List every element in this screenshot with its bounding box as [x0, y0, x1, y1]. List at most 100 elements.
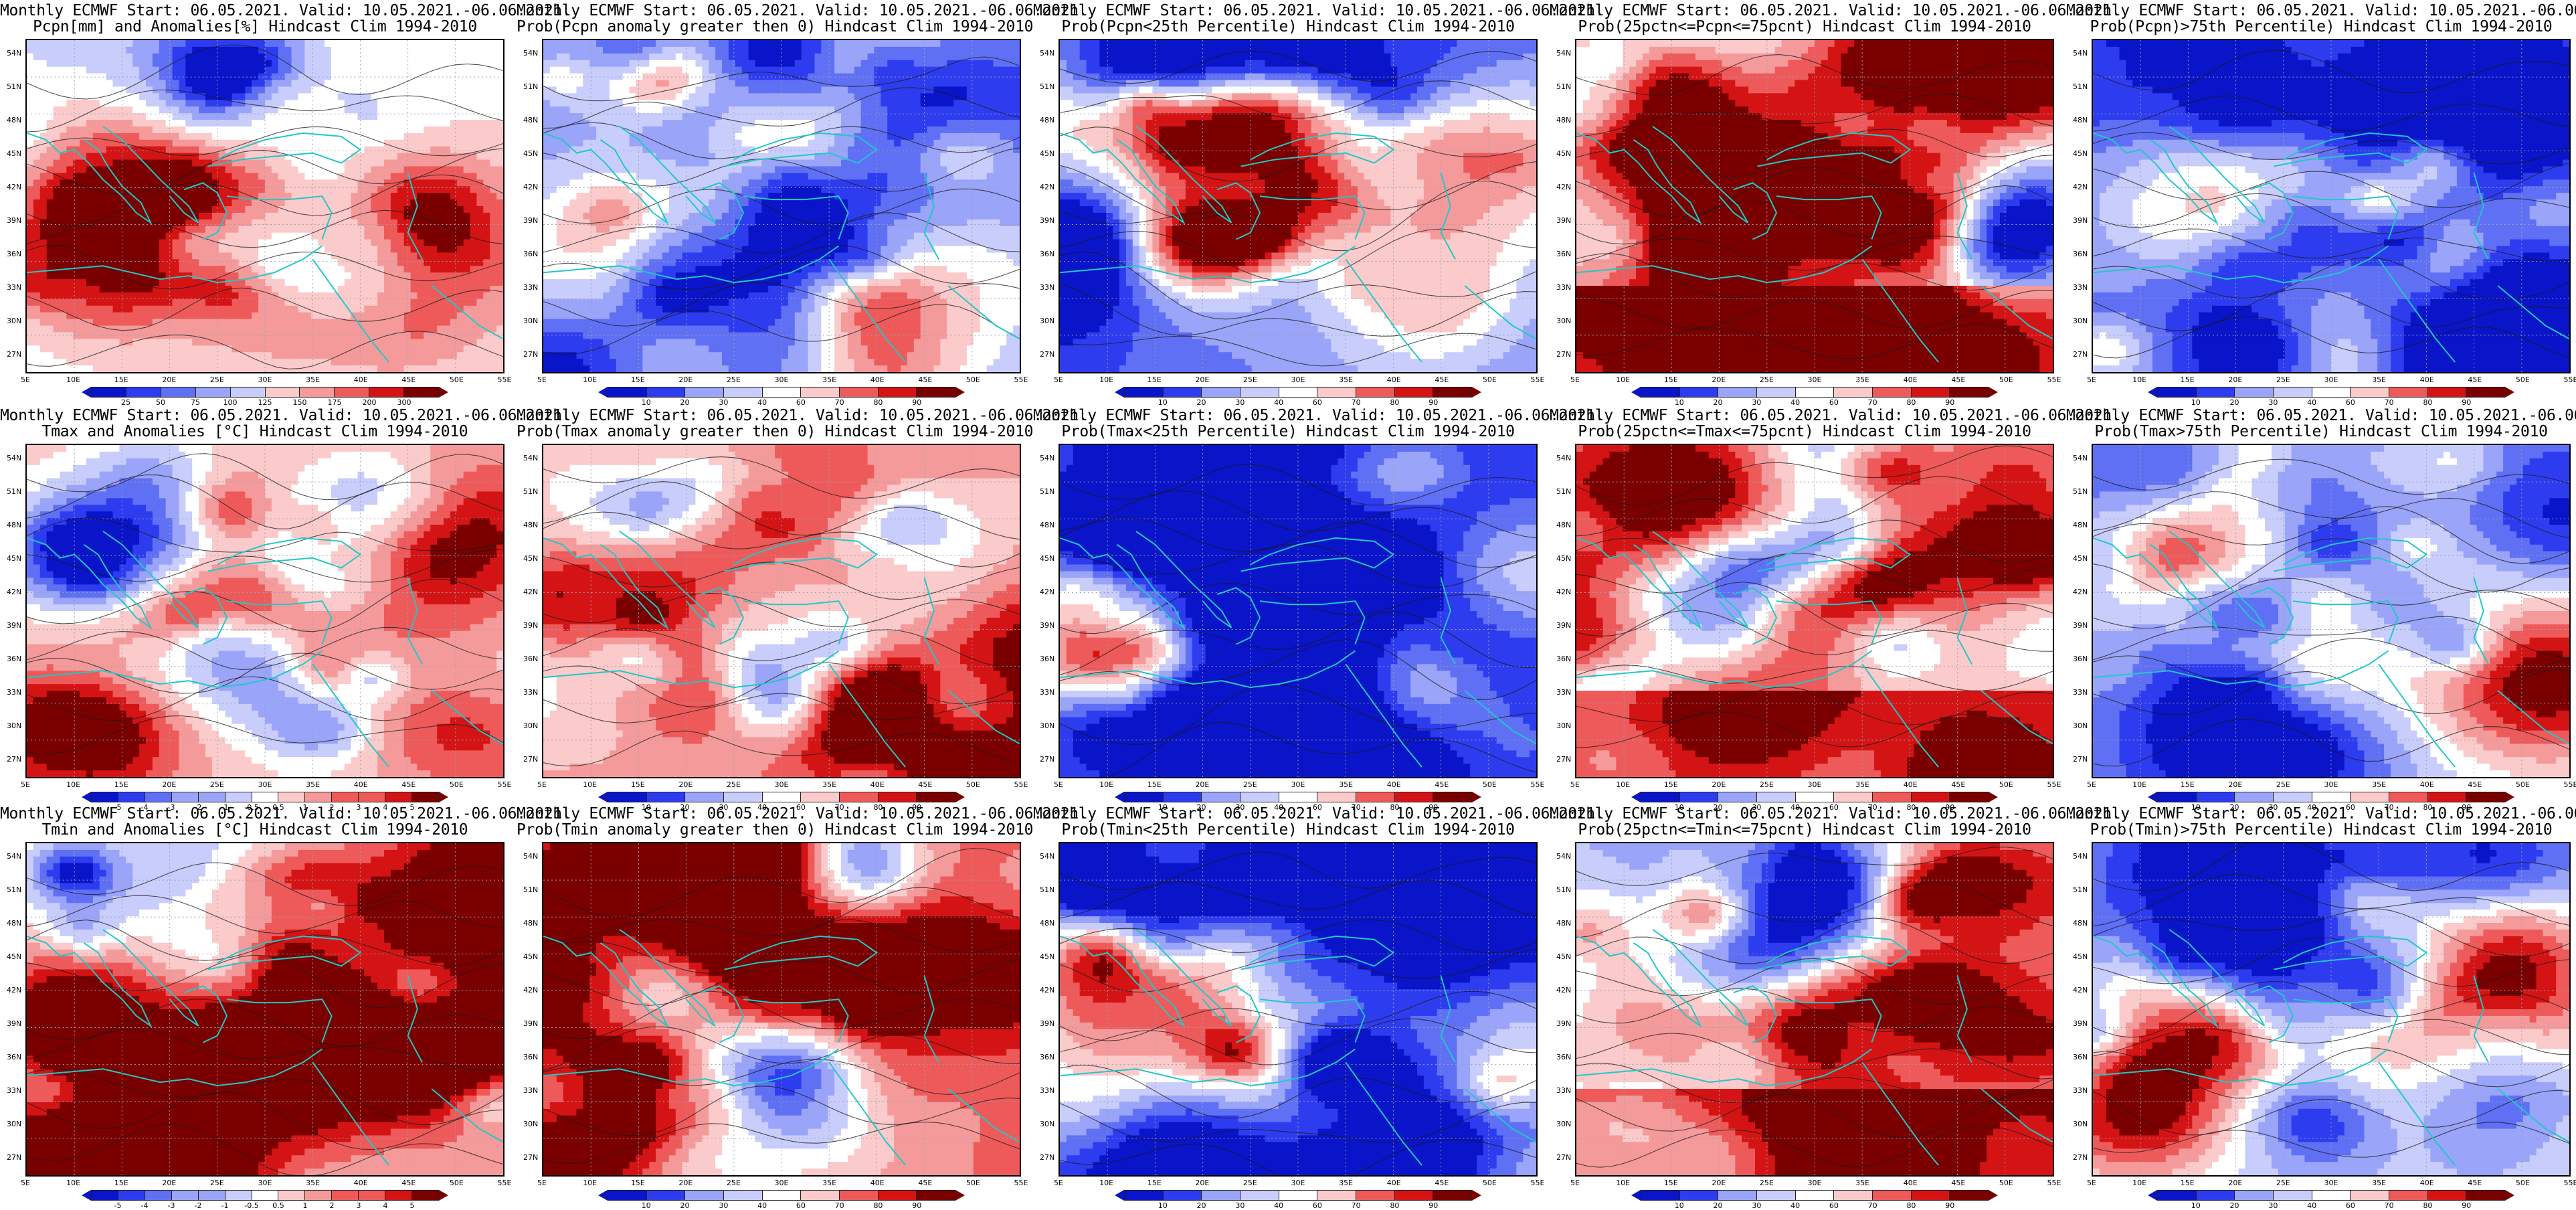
map-svg — [543, 843, 1020, 1175]
colorbar-swatch — [172, 1190, 199, 1201]
forecast-map — [1059, 842, 1538, 1177]
colorbar-swatch — [801, 1190, 840, 1201]
colorbar-tick-label: 30 — [2268, 1202, 2278, 1210]
map-svg — [1576, 40, 2053, 372]
colorbar-swatch — [2274, 387, 2312, 398]
panel-title-line2: Prob(25pctn<=Tmax<=75pcnt) Hindcast Clim… — [1550, 424, 2059, 440]
lon-tick-label: 40E — [1904, 376, 1918, 384]
lon-tick-label: 40E — [354, 781, 368, 789]
map-svg — [27, 40, 503, 372]
lat-tick-label: 54N — [523, 50, 538, 58]
lat-tick-label: 42N — [2073, 588, 2088, 596]
colorbar-tick-label: 90 — [912, 1202, 921, 1210]
lat-tick-label: 39N — [523, 217, 538, 225]
map-panel: Monthly ECMWF Start: 06.05.2021. Valid: … — [0, 0, 510, 402]
colorbar-swatch — [724, 1190, 763, 1201]
lat-tick-label: 42N — [1040, 183, 1054, 191]
lon-tick-label: 30E — [1808, 781, 1822, 789]
lon-tick-label: 20E — [678, 376, 693, 384]
lon-tick-label: 5E — [1570, 1179, 1580, 1187]
lat-tick-label: 51N — [1040, 886, 1054, 894]
lat-tick-label: 27N — [1040, 1154, 1054, 1162]
lat-tick-label: 45N — [7, 150, 21, 158]
lon-tick-label: 10E — [66, 781, 80, 789]
lat-tick-label: 54N — [523, 454, 538, 462]
colorbar-min-arrow — [82, 1190, 91, 1201]
lat-tick-label: 27N — [2073, 351, 2088, 359]
colorbar-max-arrow — [439, 387, 448, 398]
lon-tick-label: 50E — [1999, 781, 2013, 789]
colorbar-swatch — [225, 792, 252, 802]
colorbar-swatch — [1279, 387, 1318, 398]
colorbar-swatch — [840, 387, 879, 398]
colorbar-swatch — [647, 1190, 686, 1201]
colorbar-tick-label: -4 — [141, 1202, 149, 1210]
lat-tick-label: 45N — [2073, 555, 2088, 563]
lon-tick-label: 45E — [2468, 1179, 2482, 1187]
forecast-map — [2092, 444, 2571, 778]
panel-title-line1: Monthly ECMWF Start: 06.05.2021. Valid: … — [1033, 408, 1543, 424]
lon-tick-label: 40E — [870, 1179, 885, 1187]
panel-title-line2: Prob(Tmin anomaly greater then 0) Hindca… — [517, 822, 1026, 838]
panel-title-line1: Monthly ECMWF Start: 06.05.2021. Valid: … — [1033, 3, 1543, 19]
shaded-field — [2093, 843, 2569, 1175]
lon-tick-label: 15E — [2181, 781, 2195, 789]
colorbar-min-arrow — [598, 792, 608, 802]
lon-tick-label: 10E — [2132, 781, 2146, 789]
lat-tick-label: 54N — [2073, 853, 2088, 861]
colorbar-min-arrow — [1115, 387, 1124, 398]
colorbar-swatch — [2389, 387, 2428, 398]
lat-tick-label: 36N — [1040, 655, 1054, 663]
lon-tick-label: 10E — [1099, 376, 1113, 384]
lon-tick-label: 20E — [162, 781, 176, 789]
lat-tick-label: 51N — [1556, 83, 1571, 91]
colorbar-swatch — [1395, 387, 1434, 398]
forecast-map — [1575, 444, 2054, 778]
lat-tick-label: 33N — [1556, 689, 1571, 697]
lat-tick-label: 39N — [2073, 622, 2088, 630]
lat-tick-label: 33N — [523, 284, 538, 292]
map-panel: Monthly ECMWF Start: 06.05.2021. Valid: … — [2066, 405, 2576, 806]
lon-tick-label: 35E — [822, 781, 836, 789]
panel-title-line1: Monthly ECMWF Start: 06.05.2021. Valid: … — [517, 408, 1026, 424]
lat-tick-label: 30N — [7, 722, 21, 730]
lat-tick-label: 39N — [2073, 1020, 2088, 1028]
colorbar-swatch — [2235, 792, 2274, 802]
lon-tick-label: 40E — [1904, 1179, 1918, 1187]
shaded-field — [1060, 445, 1536, 777]
lat-tick-label: 51N — [1556, 488, 1571, 496]
lat-tick-label: 48N — [523, 116, 538, 124]
lat-tick-label: 27N — [1556, 351, 1571, 359]
colorbar-swatch — [2389, 792, 2428, 802]
lon-tick-label: 45E — [401, 1179, 416, 1187]
lat-tick-label: 36N — [1556, 655, 1571, 663]
lat-tick-label: 36N — [523, 1053, 538, 1061]
map-svg — [543, 445, 1020, 777]
lon-tick-label: 35E — [1339, 1179, 1353, 1187]
colorbar-swatch — [2235, 1190, 2274, 1201]
lat-tick-label: 45N — [7, 953, 21, 961]
colorbar-swatch — [199, 1190, 225, 1201]
lon-tick-label: 10E — [1099, 781, 1113, 789]
lat-tick-label: 48N — [7, 116, 21, 124]
lon-tick-label: 50E — [1483, 376, 1497, 384]
colorbar-swatch — [1395, 1190, 1434, 1201]
colorbar-swatch — [404, 387, 439, 398]
colorbar-tick-label: -1 — [221, 1202, 229, 1210]
lat-tick-label: 48N — [1040, 920, 1054, 928]
lat-tick-label: 54N — [7, 454, 21, 462]
colorbar-swatch — [266, 387, 300, 398]
colorbar-swatch — [231, 387, 266, 398]
lon-tick-label: 15E — [2181, 376, 2195, 384]
colorbar-tick-label: 10 — [2191, 1202, 2201, 1210]
map-panel: Monthly ECMWF Start: 06.05.2021. Valid: … — [2066, 0, 2576, 402]
colorbar-swatch — [385, 1190, 412, 1201]
lon-tick-label: 35E — [1339, 376, 1353, 384]
lat-tick-label: 30N — [1040, 722, 1054, 730]
lon-tick-label: 10E — [2132, 1179, 2146, 1187]
lat-tick-label: 45N — [2073, 953, 2088, 961]
lat-tick-label: 36N — [2073, 655, 2088, 663]
lon-tick-label: 55E — [2564, 1179, 2576, 1187]
lon-tick-label: 25E — [210, 781, 224, 789]
